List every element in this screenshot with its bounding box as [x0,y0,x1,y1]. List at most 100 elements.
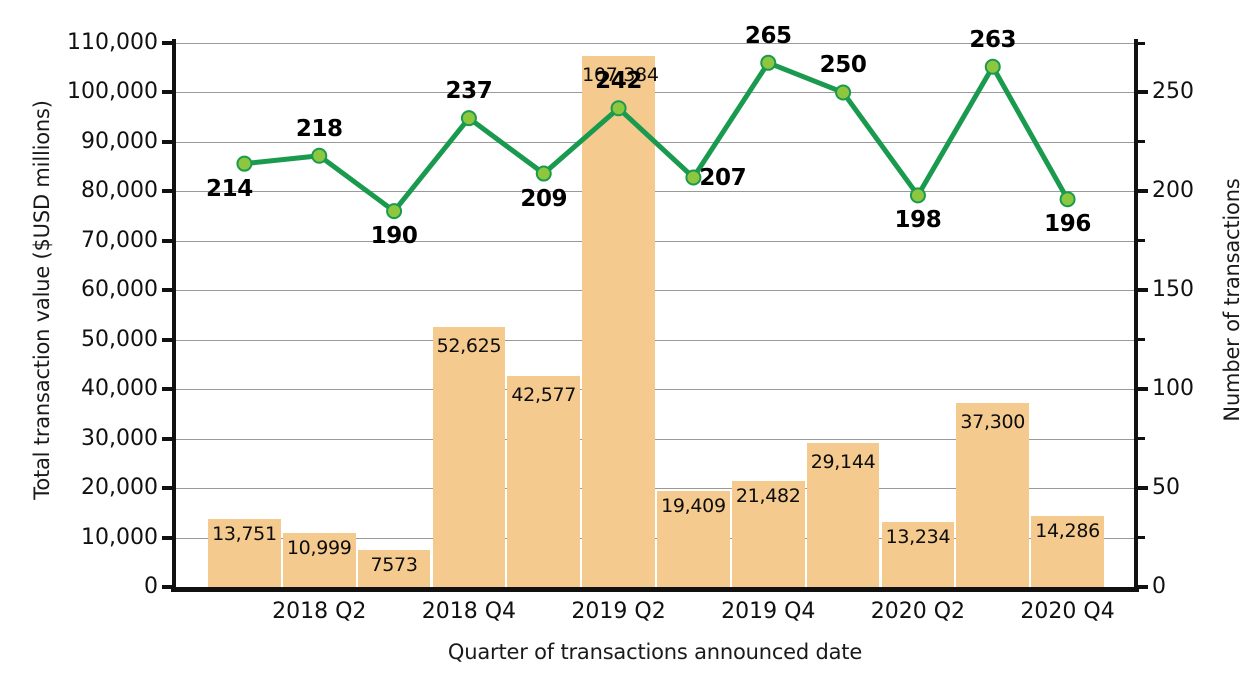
y-axis-right-tick-label: 0 [1152,574,1166,599]
gridline [175,488,1135,490]
y-axis-right-minor-tick [1136,41,1145,45]
y-axis-left-tick [162,139,174,144]
x-axis-tick-label: 2018 Q4 [421,599,517,624]
y-axis-left-line [172,39,176,591]
bar-data-label: 19,409 [661,495,726,517]
gridline [175,339,1135,341]
line-data-label: 209 [520,185,568,212]
y-axis-left-tick-label: 110,000 [67,30,158,55]
bar[interactable] [357,549,431,587]
bar[interactable] [1031,516,1104,587]
y-axis-right-tick [1136,189,1148,194]
line-marker[interactable] [386,203,403,220]
y-axis-left-tick-label: 70,000 [81,227,158,253]
bar[interactable] [881,521,955,587]
y-axis-right-tick [1136,90,1148,95]
bar[interactable] [507,376,581,587]
gridline [175,141,1135,143]
y-axis-left-tick-label: 0 [144,574,158,599]
gridline [175,191,1135,193]
bar[interactable] [432,326,506,587]
y-axis-right-line [1134,39,1138,591]
bar-data-label: 7573 [370,553,418,576]
x-axis-tick-label: 2018 Q2 [272,599,367,624]
line-data-label: 250 [819,52,867,79]
y-axis-right-tick [1136,387,1148,392]
y-axis-left-tick-label: 100,000 [67,79,158,105]
line-data-label: 237 [445,78,493,105]
bar[interactable] [806,442,880,587]
bar-data-label: 29,144 [810,450,876,473]
gridline [175,537,1135,539]
bar-data-label: 10,999 [286,536,352,559]
y-axis-right-tick-label: 100 [1152,376,1194,402]
line-data-label: 265 [744,22,792,49]
line-marker[interactable] [460,110,477,127]
line-marker[interactable] [535,165,552,182]
y-axis-right-minor-tick [1136,437,1145,441]
bar[interactable] [582,55,655,587]
y-axis-left-tick [162,486,174,491]
gridline [175,43,1135,44]
x-axis-tick-label: 2020 Q2 [870,599,966,624]
y-axis-left-tick [162,387,174,392]
line-marker[interactable] [685,169,702,186]
y-axis-right-tick [1136,288,1148,293]
bar[interactable] [956,402,1030,587]
y-axis-left-tick [162,288,174,293]
bar[interactable] [282,532,356,587]
gridline [175,389,1135,391]
line-marker[interactable] [236,155,253,172]
line-data-label: 214 [206,175,253,202]
y-axis-right-minor-tick [1136,239,1145,243]
gridline [175,290,1135,292]
y-axis-left-title: Total transaction value ($USD millions) [30,100,54,500]
line-data-label: 263 [969,26,1017,53]
bar-data-label: 14,286 [1035,520,1100,543]
y-axis-left-tick-label: 90,000 [81,128,158,154]
bar-data-label: 13,751 [212,522,277,545]
bar-data-label: 37,300 [960,410,1026,433]
y-axis-right-tick [1136,486,1148,491]
y-axis-left-tick-label: 20,000 [81,475,158,501]
x-axis-tick-label: 2019 Q2 [571,599,666,624]
y-axis-right-tick-label: 50 [1152,475,1180,501]
y-axis-right-minor-tick [1136,140,1145,144]
y-axis-left-tick-label: 50,000 [81,326,158,352]
gridline [175,240,1135,242]
line-marker[interactable] [984,58,1001,75]
line-data-label: 218 [295,115,343,142]
line-marker[interactable] [311,147,328,164]
bar[interactable] [657,491,730,587]
y-axis-left-tick [162,238,174,243]
x-axis-line [171,587,1139,592]
y-axis-left-tick-label: 60,000 [81,277,158,303]
bar-data-label: 42,577 [511,384,577,407]
line-marker[interactable] [760,54,777,71]
y-axis-right-tick-label: 200 [1152,178,1194,204]
y-axis-right-minor-tick [1136,536,1145,540]
x-axis-tick-label: 2020 Q4 [1020,599,1115,624]
bar[interactable] [208,519,281,587]
line-data-label: 207 [699,164,747,191]
y-axis-right-tick-label: 150 [1152,277,1194,303]
bar-data-label: 52,625 [436,334,502,357]
bar[interactable] [731,480,805,587]
plot-area: 0 10,000 20,000 30,000 40,000 50,000 60,000 70,… [67,23,1194,624]
gridline [175,438,1135,440]
y-axis-left-tick [162,189,174,194]
y-axis-left-tick [162,337,174,342]
y-axis-right-title: Number of transactions [1220,178,1244,422]
y-axis-left-tick [162,90,174,95]
y-axis-right-tick-label: 250 [1152,79,1194,105]
bar-data-label: 13,234 [885,525,951,548]
line-marker[interactable] [1059,191,1076,208]
y-axis-left-tick-label: 40,000 [81,376,158,402]
bar-data-label: 21,482 [735,484,801,507]
line-data-label: 242 [595,68,642,95]
y-axis-left-tick-label: 10,000 [81,524,158,550]
y-axis-left-tick [162,585,174,589]
line-data-label: 196 [1044,211,1091,238]
y-axis-right-tick [1136,585,1148,589]
